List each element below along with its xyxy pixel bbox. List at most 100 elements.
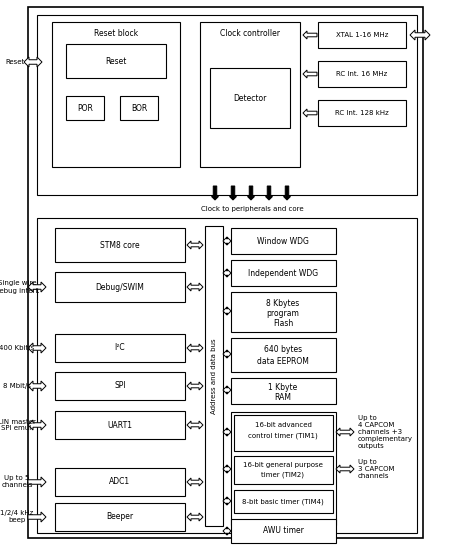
Bar [318,100,405,126]
Text: Clock controller: Clock controller [220,28,279,38]
Text: ADC1: ADC1 [109,477,130,487]
Bar [318,22,405,48]
Text: RC Int. 128 kHz: RC Int. 128 kHz [334,110,388,116]
Text: 16-bit advanced: 16-bit advanced [254,422,311,428]
Bar [230,292,335,332]
Text: BOR: BOR [131,104,147,112]
Bar [318,61,405,87]
Text: Address and data bus: Address and data bus [211,338,216,414]
Text: Beeper: Beeper [106,512,133,522]
Text: UART1: UART1 [107,421,132,429]
Polygon shape [187,241,202,249]
Bar [234,490,332,513]
Bar [120,96,158,120]
Polygon shape [187,478,202,486]
Text: timer (TIM2): timer (TIM2) [261,472,304,479]
Text: Window WDG: Window WDG [257,237,308,245]
Text: I²C: I²C [115,343,125,353]
Polygon shape [28,343,46,353]
Polygon shape [302,109,316,117]
Bar [37,218,416,533]
Text: Up to 5
channels: Up to 5 channels [1,475,32,488]
Text: Debug/SWIM: Debug/SWIM [95,282,144,292]
Bar [37,15,416,195]
Text: 400 Kbit/s: 400 Kbit/s [0,345,35,351]
Text: XTAL 1-16 MHz: XTAL 1-16 MHz [335,32,387,38]
Polygon shape [211,186,218,200]
Polygon shape [187,344,202,352]
Bar [230,260,335,286]
Text: control timer (TIM1): control timer (TIM1) [248,433,317,439]
Bar [234,456,332,484]
Polygon shape [222,428,230,436]
Text: Single wire
debug interf.: Single wire debug interf. [0,281,39,294]
Polygon shape [222,527,230,535]
Bar [234,415,332,451]
Bar [230,378,335,404]
Polygon shape [265,186,272,200]
Polygon shape [302,70,316,78]
Text: 1/2/4 kHz
beep: 1/2/4 kHz beep [0,511,33,524]
Polygon shape [222,386,230,394]
Polygon shape [24,57,42,67]
Text: STM8 core: STM8 core [100,240,139,250]
Text: 8-bit basic timer (TIM4): 8-bit basic timer (TIM4) [242,499,323,505]
Bar [66,44,166,78]
Text: POR: POR [77,104,93,112]
Polygon shape [28,282,46,292]
Bar [230,228,335,254]
Bar [55,411,184,439]
Polygon shape [229,186,236,200]
Polygon shape [222,237,230,245]
Polygon shape [187,283,202,291]
Polygon shape [222,350,230,358]
Text: Detector: Detector [233,94,266,102]
Text: RC Int. 16 MHz: RC Int. 16 MHz [336,71,387,77]
Bar [52,22,179,167]
Text: 8 Mbit/s: 8 Mbit/s [3,383,31,389]
Polygon shape [28,381,46,391]
Text: Reset: Reset [5,59,24,65]
Polygon shape [28,420,46,430]
Polygon shape [28,512,46,522]
Bar [55,228,184,262]
Bar [55,503,184,531]
Polygon shape [187,513,202,521]
Text: Flash: Flash [272,319,293,329]
Bar [230,338,335,372]
Bar [55,272,184,302]
Bar [199,22,299,167]
Text: data EEPROM: data EEPROM [257,358,308,366]
Bar [28,7,422,538]
Bar [230,412,335,525]
Polygon shape [222,269,230,277]
Polygon shape [247,186,254,200]
Bar [55,468,184,496]
Text: SPI: SPI [114,382,125,391]
Polygon shape [283,186,290,200]
Text: Clock to peripherals and core: Clock to peripherals and core [200,206,303,212]
Polygon shape [409,30,429,40]
Polygon shape [222,465,230,473]
Text: 1 Kbyte: 1 Kbyte [268,384,297,392]
Text: Up to
3 CAPCOM
channels: Up to 3 CAPCOM channels [357,459,394,479]
Text: Up to
4 CAPCOM
channels +3
complementary
outputs: Up to 4 CAPCOM channels +3 complementary… [357,415,412,449]
Bar [230,519,335,543]
Text: Reset: Reset [105,57,126,65]
Text: AWU timer: AWU timer [262,526,303,536]
Polygon shape [187,382,202,390]
Bar [55,334,184,362]
Polygon shape [335,428,353,436]
Text: Independent WDG: Independent WDG [248,269,318,277]
Bar [66,96,104,120]
Polygon shape [28,477,46,487]
Bar [210,68,290,128]
Bar [55,372,184,400]
Text: LIN master
SPI emul.: LIN master SPI emul. [0,419,36,432]
Text: RAM: RAM [274,393,291,403]
Polygon shape [222,497,230,505]
Polygon shape [302,31,316,39]
Polygon shape [187,421,202,429]
Polygon shape [222,307,230,315]
Bar [205,226,222,526]
